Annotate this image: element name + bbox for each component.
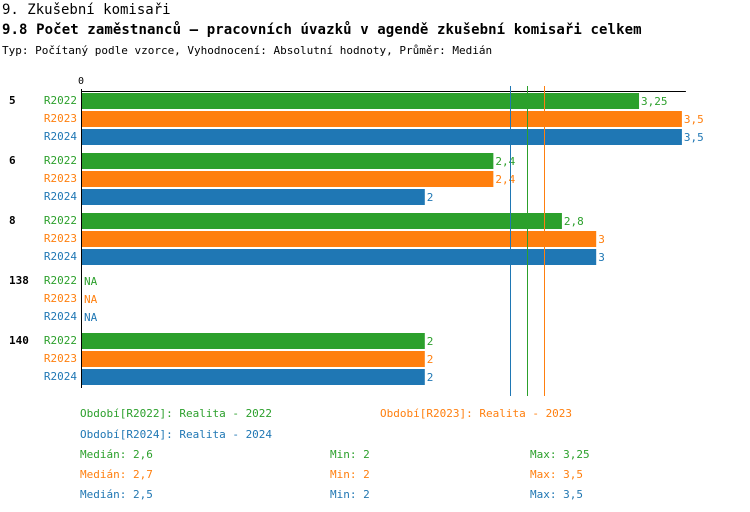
stat-median-r2024: Medián: 2,5 xyxy=(80,488,153,501)
data-label-r2022-5: 3,25 xyxy=(641,95,668,108)
data-label-r2024-138: NA xyxy=(84,311,98,324)
series-label-r2023-140: R2023 xyxy=(44,352,77,365)
bar-chart: 0 5 R2022 3,25 R2023 3,5 R2024 3,5 6 R2022 2,4 R202… xyxy=(9,76,704,396)
chart-title: 9.8 Počet zaměstnanců – pracovních úvazk… xyxy=(2,22,642,38)
stat-max-r2024: Max: 3,5 xyxy=(530,488,583,501)
legend-period-r2024: Období[R2024]: Realita - 2024 xyxy=(80,428,273,441)
bar-r2024-6 xyxy=(82,189,425,205)
series-label-r2022-138: R2022 xyxy=(44,274,77,287)
bar-r2022-6 xyxy=(82,153,494,169)
data-label-r2023-138: NA xyxy=(84,293,98,306)
series-label-r2024-8: R2024 xyxy=(44,250,77,263)
data-label-r2023-8: 3 xyxy=(598,233,605,246)
bar-r2024-140 xyxy=(82,369,425,385)
data-label-r2022-140: 2 xyxy=(427,335,434,348)
stat-min-r2024: Min: 2 xyxy=(330,488,370,501)
series-label-r2024-140: R2024 xyxy=(44,370,77,383)
series-label-r2022-140: R2022 xyxy=(44,334,77,347)
data-label-r2023-140: 2 xyxy=(427,353,434,366)
bar-r2022-5 xyxy=(82,93,640,109)
data-label-r2022-6: 2,4 xyxy=(495,155,515,168)
data-label-r2023-5: 3,5 xyxy=(684,113,704,126)
category-label-140: 140 xyxy=(9,334,29,347)
bar-r2022-140 xyxy=(82,333,425,349)
data-label-r2022-138: NA xyxy=(84,275,98,288)
series-label-r2023-5: R2023 xyxy=(44,112,77,125)
category-label-5: 5 xyxy=(9,94,16,107)
series-label-r2023-138: R2023 xyxy=(44,292,77,305)
stat-max-r2023: Max: 3,5 xyxy=(530,468,583,481)
series-label-r2024-6: R2024 xyxy=(44,190,77,203)
data-label-r2022-8: 2,8 xyxy=(564,215,584,228)
legend-period-r2023: Období[R2023]: Realita - 2023 xyxy=(380,407,573,420)
series-label-r2024-138: R2024 xyxy=(44,310,77,323)
chart-meta: Typ: Počítaný podle vzorce, Vyhodnocení:… xyxy=(2,44,493,57)
data-label-r2023-6: 2,4 xyxy=(495,173,515,186)
page-title: 9. Zkušební komisaři xyxy=(2,2,171,18)
bar-r2023-8 xyxy=(82,231,597,247)
bar-r2023-6 xyxy=(82,171,494,187)
series-label-r2023-6: R2023 xyxy=(44,172,77,185)
series-label-r2024-5: R2024 xyxy=(44,130,77,143)
stat-median-r2022: Medián: 2,6 xyxy=(80,448,153,461)
bar-r2024-8 xyxy=(82,249,597,265)
legend-period-r2022: Období[R2022]: Realita - 2022 xyxy=(80,407,273,420)
stat-min-r2022: Min: 2 xyxy=(330,448,370,461)
bar-r2023-5 xyxy=(82,111,682,127)
data-label-r2024-5: 3,5 xyxy=(684,131,704,144)
axis-zero-label: 0 xyxy=(78,76,84,87)
data-label-r2024-8: 3 xyxy=(598,251,605,264)
category-label-6: 6 xyxy=(9,154,16,167)
bar-r2023-140 xyxy=(82,351,425,367)
series-label-r2022-6: R2022 xyxy=(44,154,77,167)
series-label-r2023-8: R2023 xyxy=(44,232,77,245)
stat-min-r2023: Min: 2 xyxy=(330,468,370,481)
bar-r2024-5 xyxy=(82,129,682,145)
data-label-r2024-6: 2 xyxy=(427,191,434,204)
stat-median-r2023: Medián: 2,7 xyxy=(80,468,153,481)
category-label-8: 8 xyxy=(9,214,16,227)
stat-max-r2022: Max: 3,25 xyxy=(530,448,590,461)
category-label-138: 138 xyxy=(9,274,29,287)
bar-r2022-8 xyxy=(82,213,562,229)
series-label-r2022-8: R2022 xyxy=(44,214,77,227)
series-label-r2022-5: R2022 xyxy=(44,94,77,107)
data-label-r2024-140: 2 xyxy=(427,371,434,384)
